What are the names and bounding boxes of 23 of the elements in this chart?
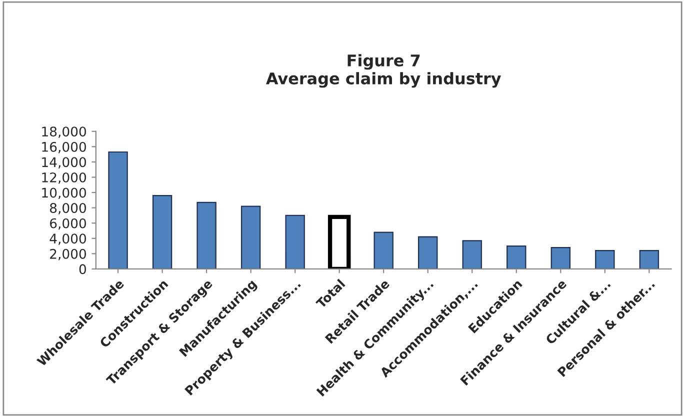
bar <box>108 151 128 269</box>
y-tick-label: 6,000 <box>50 218 86 230</box>
bar <box>152 195 172 269</box>
y-tick-label: 8,000 <box>50 203 86 214</box>
y-tick-label: 14,000 <box>42 157 86 168</box>
bar <box>550 247 570 269</box>
y-tick-label: 12,000 <box>42 172 86 184</box>
bar <box>639 250 660 269</box>
y-tick-label: 18,000 <box>42 126 86 138</box>
bar <box>285 214 305 269</box>
bar <box>595 250 615 269</box>
y-tick-label: 16,000 <box>42 142 86 154</box>
y-tick-label: 4,000 <box>50 234 86 245</box>
bar <box>418 236 438 269</box>
bar <box>374 232 394 269</box>
bar <box>196 202 216 269</box>
bar <box>240 206 261 269</box>
y-tick-label: 2,000 <box>50 248 86 260</box>
y-tick-label: 10,000 <box>42 188 86 200</box>
bar <box>462 240 482 269</box>
chart-title: Figure 7 Average claim by industry <box>266 54 502 88</box>
y-tick-label: 0 <box>79 264 86 274</box>
bar <box>506 245 526 269</box>
